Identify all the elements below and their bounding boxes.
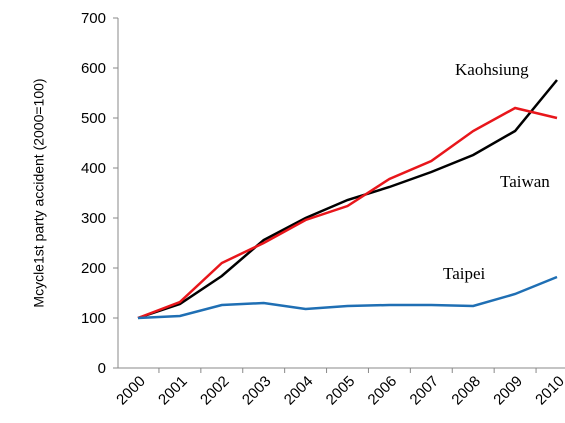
x-tick-label: 2002	[197, 373, 233, 409]
line-series	[137, 79, 558, 320]
x-tick-label: 2004	[281, 373, 317, 409]
x-tick-label: 2009	[490, 373, 526, 409]
y-tick-label: 700	[81, 10, 106, 27]
x-tick-label: 2010	[532, 373, 565, 409]
series-label: Kaohsiung	[455, 60, 529, 79]
y-tick-label: 300	[81, 210, 106, 227]
y-tick-label: 0	[98, 360, 106, 377]
y-tick-label: 600	[81, 60, 106, 77]
line-series	[137, 106, 558, 320]
x-tick-label: 2003	[239, 373, 275, 409]
x-tick-label: 2008	[448, 373, 484, 409]
x-tick-label: 2005	[323, 373, 359, 409]
series-label: Taiwan	[500, 172, 550, 191]
y-tick-label: 400	[81, 160, 106, 177]
y-tick-label: 500	[81, 110, 106, 127]
x-tick-label: 2001	[155, 373, 191, 409]
y-axis-label: Mcycle1st party accident (2000=100)	[31, 78, 47, 307]
x-tick-label: 2000	[113, 373, 149, 409]
line-series	[137, 275, 558, 320]
y-tick-label: 200	[81, 260, 106, 277]
series-label: Taipei	[443, 264, 486, 283]
x-tick-label: 2007	[407, 373, 443, 409]
y-tick-label: 100	[81, 310, 106, 327]
x-tick-label: 2006	[365, 373, 401, 409]
